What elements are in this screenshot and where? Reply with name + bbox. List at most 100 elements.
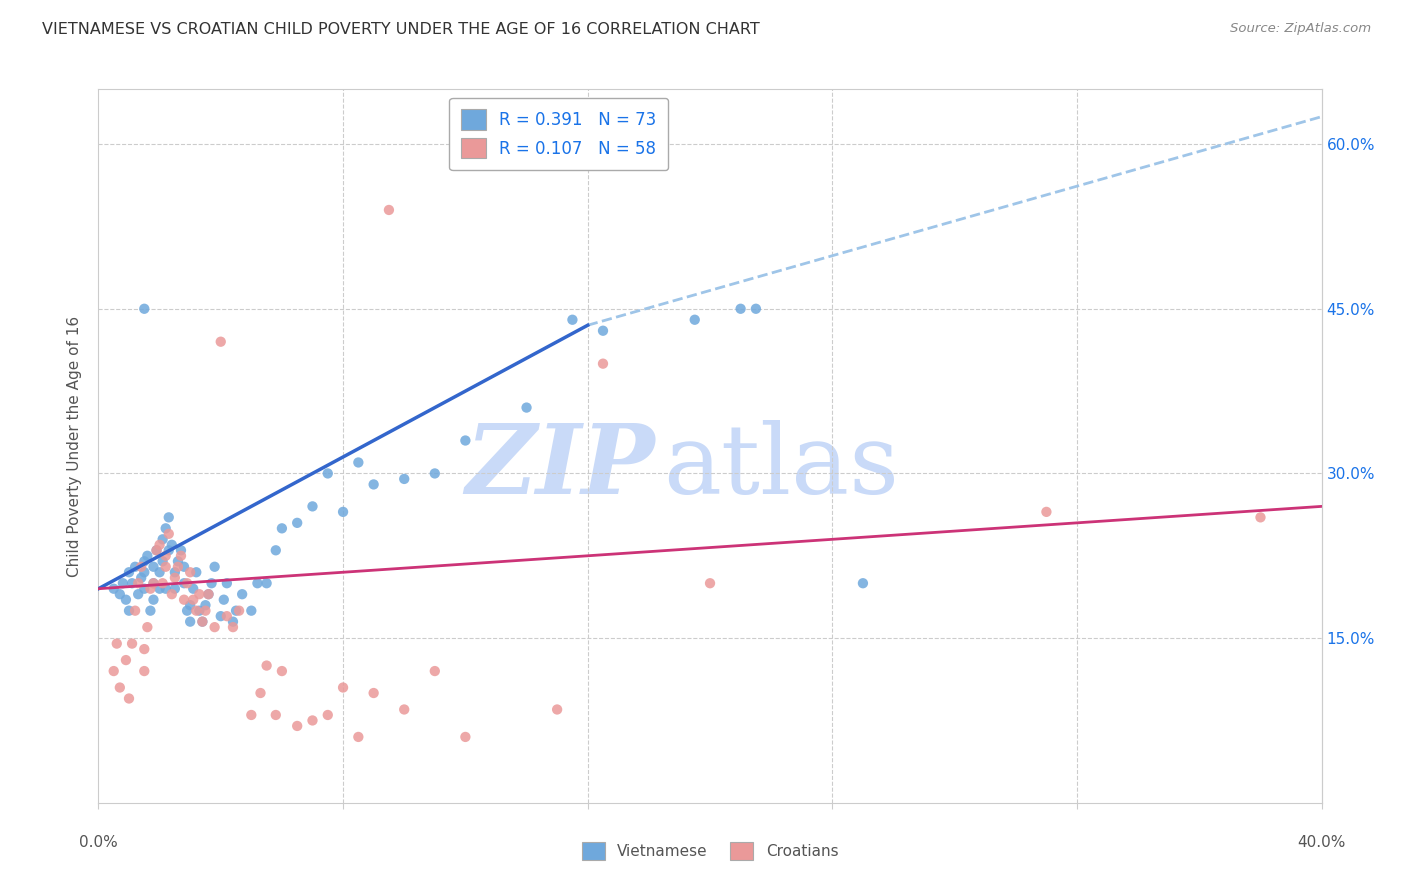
Text: 40.0%: 40.0%: [1298, 835, 1346, 850]
Point: [134, 301, 156, 316]
Point: [240, 604, 263, 618]
Point: [285, 516, 308, 530]
Point: [423, 467, 446, 481]
Point: [332, 681, 354, 695]
Point: [167, 554, 190, 568]
Point: [129, 559, 152, 574]
Point: [163, 582, 186, 596]
Point: [264, 708, 287, 723]
Point: [136, 620, 159, 634]
Point: [170, 543, 193, 558]
Point: [145, 543, 167, 558]
Point: [592, 324, 614, 338]
Point: [246, 576, 269, 591]
Point: [392, 472, 416, 486]
Point: [1249, 510, 1271, 524]
Text: atlas: atlas: [664, 420, 900, 515]
Point: [683, 312, 706, 326]
Point: [105, 637, 128, 651]
Point: [347, 455, 370, 469]
Point: [546, 702, 568, 716]
Point: [215, 576, 238, 591]
Point: [454, 730, 477, 744]
Point: [111, 576, 134, 591]
Point: [163, 566, 186, 580]
Text: VIETNAMESE VS CROATIAN CHILD POVERTY UNDER THE AGE OF 16 CORRELATION CHART: VIETNAMESE VS CROATIAN CHILD POVERTY UND…: [42, 22, 759, 37]
Point: [347, 730, 370, 744]
Point: [285, 719, 308, 733]
Point: [139, 582, 162, 596]
Point: [142, 576, 165, 591]
Point: [134, 582, 156, 596]
Point: [127, 587, 149, 601]
Point: [516, 401, 538, 415]
Point: [124, 559, 146, 574]
Point: [134, 642, 156, 657]
Point: [392, 702, 416, 716]
Point: [149, 538, 172, 552]
Point: [157, 526, 180, 541]
Point: [256, 576, 278, 591]
Point: [152, 533, 174, 547]
Point: [378, 202, 401, 217]
Point: [155, 549, 177, 563]
Point: [108, 681, 131, 695]
Text: ZIP: ZIP: [465, 420, 655, 515]
Point: [1035, 505, 1057, 519]
Point: [301, 714, 323, 728]
Point: [160, 538, 183, 552]
Point: [118, 604, 141, 618]
Point: [118, 691, 141, 706]
Point: [363, 686, 385, 700]
Point: [561, 312, 583, 326]
Point: [264, 543, 287, 558]
Point: [163, 571, 186, 585]
Point: [225, 604, 247, 618]
Point: [157, 543, 180, 558]
Point: [134, 664, 156, 678]
Point: [212, 592, 235, 607]
Point: [149, 582, 172, 596]
Point: [167, 559, 190, 574]
Point: [191, 615, 214, 629]
Point: [270, 521, 292, 535]
Point: [209, 334, 232, 349]
Point: [145, 543, 167, 558]
Point: [231, 587, 253, 601]
Point: [129, 571, 152, 585]
Point: [134, 566, 156, 580]
Point: [699, 576, 721, 591]
Point: [155, 582, 177, 596]
Point: [194, 604, 217, 618]
Text: 0.0%: 0.0%: [79, 835, 118, 850]
Point: [745, 301, 768, 316]
Point: [176, 576, 198, 591]
Point: [204, 559, 226, 574]
Point: [118, 566, 141, 580]
Point: [256, 658, 278, 673]
Point: [200, 576, 222, 591]
Point: [179, 598, 201, 612]
Point: [149, 566, 172, 580]
Point: [152, 554, 174, 568]
Point: [423, 664, 446, 678]
Point: [155, 559, 177, 574]
Point: [222, 620, 245, 634]
Point: [215, 609, 238, 624]
Point: [127, 576, 149, 591]
Point: [204, 620, 226, 634]
Point: [228, 604, 250, 618]
Point: [249, 686, 271, 700]
Point: [730, 301, 752, 316]
Point: [191, 615, 214, 629]
Point: [160, 587, 183, 601]
Point: [186, 604, 208, 618]
Point: [197, 587, 219, 601]
Point: [115, 592, 138, 607]
Point: [197, 587, 219, 601]
Point: [186, 566, 208, 580]
Text: Source: ZipAtlas.com: Source: ZipAtlas.com: [1230, 22, 1371, 36]
Point: [139, 604, 162, 618]
Point: [209, 609, 232, 624]
Point: [176, 604, 198, 618]
